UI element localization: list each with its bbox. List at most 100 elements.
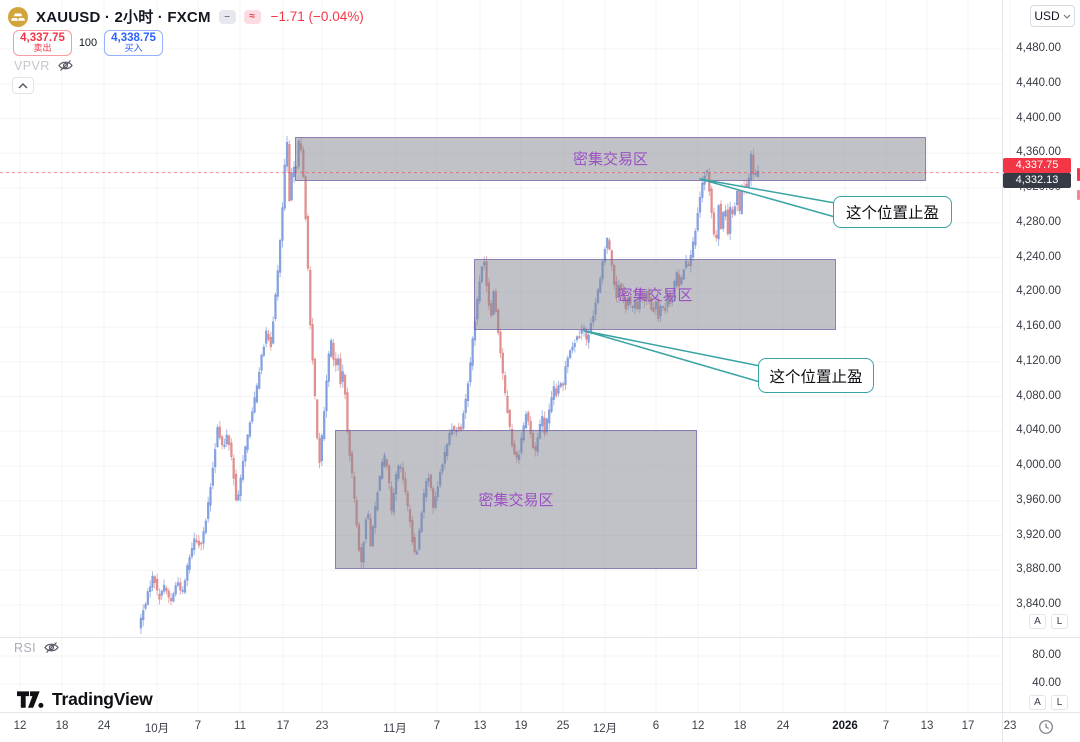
candle-body <box>740 186 743 214</box>
price-axis[interactable] <box>1002 0 1080 637</box>
rsi-indicator-row[interactable]: RSI <box>14 640 60 655</box>
quantity-field[interactable]: 100 <box>78 37 98 49</box>
candle-body <box>290 172 293 201</box>
symbol-header: XAUUSD · 2小时 · FXCM – ≈ −1.71 (−0.04%) <box>8 6 364 27</box>
candle-body <box>220 436 224 446</box>
scale-buttons-main: A L <box>1029 614 1068 629</box>
candle-body <box>179 582 182 591</box>
candle-body <box>580 329 583 334</box>
candle-body <box>334 358 337 366</box>
log-scale-button[interactable]: L <box>1051 695 1068 710</box>
candle-body <box>696 213 699 231</box>
price-axis-label: 4,160.00 <box>1016 320 1061 332</box>
candle-body <box>573 343 576 347</box>
candle-body <box>552 386 556 400</box>
candle-body <box>202 531 205 544</box>
candle-body <box>176 582 180 586</box>
candle-body <box>557 385 560 394</box>
take-profit-callout[interactable]: 这个位置止盈 <box>758 358 874 393</box>
sell-label: 卖出 <box>33 43 52 54</box>
candle-body <box>724 210 727 217</box>
auto-scale-button[interactable]: A <box>1029 614 1046 629</box>
currency-label: USD <box>1034 9 1060 23</box>
vpvr-indicator-row[interactable]: VPVR <box>14 58 74 73</box>
candle-body <box>267 333 270 340</box>
candle-body <box>209 487 212 506</box>
price-axis-label: 3,880.00 <box>1016 563 1061 576</box>
candle-body <box>193 538 196 551</box>
pane-separator[interactable] <box>0 637 1080 638</box>
time-axis-label: 12月 <box>592 723 618 735</box>
candle-body <box>155 578 159 591</box>
time-axis-label: 17 <box>961 720 975 732</box>
candle-body <box>200 542 203 545</box>
zone-label: 密集交易区 <box>478 491 554 509</box>
price-axis-label: 4,440.00 <box>1016 76 1061 89</box>
candle-body <box>262 346 266 356</box>
candle-body <box>186 565 189 581</box>
currency-selector[interactable]: USD <box>1030 5 1075 27</box>
time-axis-label: 11月 <box>383 723 407 735</box>
take-profit-callout[interactable]: 这个位置止盈 <box>833 196 952 228</box>
price-change-text: −1.71 (−0.04%) <box>270 9 364 24</box>
buy-button[interactable]: 4,338.75 买入 <box>104 30 163 56</box>
zone-label: 密集交易区 <box>572 151 648 169</box>
candle-body <box>606 237 609 249</box>
candle-body <box>527 412 530 422</box>
session-clock-icon[interactable] <box>1038 719 1054 740</box>
candle-body <box>346 392 349 432</box>
candle-body <box>153 576 156 584</box>
candle-body <box>149 586 152 592</box>
approx-status-icon[interactable]: ≈ <box>243 9 261 24</box>
time-axis-label: 10月 <box>144 723 170 735</box>
candle-body <box>710 188 713 213</box>
candle-body <box>548 409 551 424</box>
price-axis-label: 4,080.00 <box>1016 389 1061 402</box>
sell-button[interactable]: 4,337.75 卖出 <box>13 30 72 56</box>
collapse-panel-button[interactable] <box>12 77 34 94</box>
time-axis[interactable]: 12 18 24 10月 7 11 17 23 11月 7 13 19 25 12月 6 12 18 24 2026… <box>0 713 1080 742</box>
time-axis-label: 6 <box>652 720 660 732</box>
candle-body <box>332 342 335 360</box>
candle-body <box>211 467 214 486</box>
dense-trading-zone[interactable]: 密集交易区 <box>474 259 836 330</box>
eye-hidden-icon[interactable] <box>57 58 74 73</box>
candle-body <box>195 540 198 542</box>
price-axis-label: 4,200.00 <box>1016 285 1061 298</box>
time-axis-label: 7 <box>433 720 441 732</box>
candle-body <box>566 357 569 367</box>
candle-body <box>160 590 163 596</box>
price-axis-separator <box>1002 0 1003 742</box>
candle-body <box>722 212 725 229</box>
auto-scale-button[interactable]: A <box>1029 695 1046 710</box>
price-axis-label: 4,000.00 <box>1016 459 1061 471</box>
candle-body <box>237 494 240 501</box>
candle-body <box>174 585 177 595</box>
time-axis-label: 12 <box>13 720 27 732</box>
zone-label: 密集交易区 <box>617 286 693 304</box>
candle-body <box>172 593 175 602</box>
candle-body <box>316 399 319 439</box>
candle-body <box>188 557 191 570</box>
candle-body <box>190 548 194 557</box>
candle-body <box>183 580 187 593</box>
price-axis-label: 4,480.00 <box>1016 42 1061 54</box>
candle-body <box>585 329 588 340</box>
dense-trading-zone[interactable]: 密集交易区 <box>335 429 697 569</box>
gold-symbol-icon[interactable] <box>8 6 28 27</box>
candle-body <box>729 207 732 234</box>
symbol-title[interactable]: XAUUSD · 2小时 · FXCM <box>36 9 211 26</box>
price-axis-label: 3,920.00 <box>1016 528 1061 541</box>
chevron-up-icon <box>18 82 28 88</box>
candle-body <box>578 336 581 338</box>
candle-body <box>169 597 173 602</box>
eye-hidden-icon[interactable] <box>43 640 60 655</box>
candle-body <box>745 183 748 193</box>
log-scale-button[interactable]: L <box>1051 614 1068 629</box>
dash-status-icon[interactable]: – <box>218 9 236 24</box>
candle-body <box>469 362 472 383</box>
dense-trading-zone[interactable]: 密集交易区 <box>295 136 926 182</box>
time-axis-label: 7 <box>194 720 202 732</box>
candle-body <box>336 358 340 366</box>
tradingview-logo[interactable]: TradingView <box>17 689 153 710</box>
